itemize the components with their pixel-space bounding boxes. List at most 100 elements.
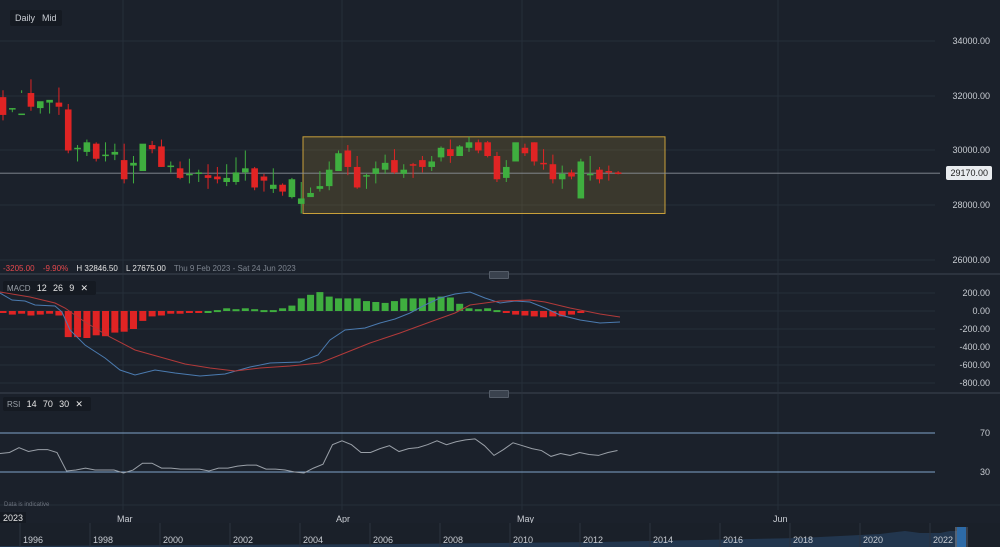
- macd-bar: [362, 301, 370, 311]
- macd-bar: [74, 311, 82, 338]
- macd-bar: [55, 311, 63, 316]
- price-tick: 26000.00: [952, 255, 990, 265]
- macd-bar: [493, 310, 501, 313]
- candle: [27, 93, 35, 107]
- macd-bar: [120, 311, 128, 332]
- macd-bar: [111, 311, 119, 333]
- macd-legend: MACD 12 26 9 ✕: [3, 281, 97, 295]
- macd-bar: [269, 310, 277, 313]
- macd-tick: -800.00: [959, 378, 990, 388]
- macd-bar: [512, 311, 520, 315]
- macd-bar: [102, 311, 110, 337]
- candle: [363, 175, 370, 177]
- navigator-year: 2004: [303, 535, 324, 545]
- macd-bar: [316, 292, 324, 311]
- time-label: May: [517, 514, 535, 524]
- macd-bar: [297, 298, 305, 311]
- candle: [148, 145, 156, 150]
- candle: [596, 169, 603, 180]
- current-price-tag: 29170.00: [946, 166, 992, 180]
- candle: [102, 154, 109, 157]
- candle: [540, 162, 547, 165]
- navigator[interactable]: [0, 523, 1000, 547]
- candle: [167, 165, 175, 168]
- macd-bar: [0, 311, 7, 313]
- interval-button[interactable]: Daily: [10, 10, 41, 26]
- rsi-chart[interactable]: [0, 420, 1000, 500]
- candle: [428, 161, 436, 167]
- high-value: H 32846.50: [76, 264, 118, 273]
- candle: [83, 142, 91, 152]
- candle: [456, 146, 463, 156]
- macd-bar: [64, 311, 72, 338]
- candle: [419, 160, 426, 167]
- macd-bar: [446, 297, 454, 311]
- candle: [577, 161, 585, 199]
- macd-bar: [83, 311, 91, 338]
- candle: [400, 169, 408, 174]
- resize-handle[interactable]: [489, 271, 509, 279]
- rsi-tick: 30: [979, 467, 990, 477]
- candle: [372, 168, 380, 174]
- macd-bar: [8, 311, 16, 315]
- price-tick: 34000.00: [952, 36, 990, 46]
- macd-bar: [474, 309, 482, 312]
- macd-bar: [129, 311, 137, 329]
- year-badge: 2023: [0, 512, 27, 524]
- candle: [586, 173, 594, 176]
- navigator-year: 1998: [93, 535, 114, 545]
- close-icon[interactable]: ✕: [75, 399, 83, 409]
- macd-bar: [92, 311, 100, 336]
- candle: [437, 147, 445, 158]
- macd-bar: [390, 301, 398, 311]
- candle: [120, 160, 128, 180]
- candle: [223, 177, 230, 183]
- navigator-year: 2012: [583, 535, 604, 545]
- navigator-window[interactable]: [957, 527, 966, 547]
- rsi-label: RSI: [7, 400, 21, 409]
- candle: [269, 184, 277, 189]
- macd-bar: [139, 311, 147, 321]
- price-type-button[interactable]: Mid: [37, 10, 62, 26]
- candle: [204, 175, 212, 178]
- macd-tick: 0.00: [972, 306, 990, 316]
- macd-bar: [167, 311, 175, 314]
- macd-bar: [176, 311, 184, 314]
- navigator-year: 2002: [233, 535, 254, 545]
- close-icon[interactable]: ✕: [80, 283, 89, 293]
- macd-chart[interactable]: [0, 275, 940, 390]
- macd-line: [0, 291, 621, 377]
- candle: [139, 143, 147, 172]
- macd-bar: [241, 308, 249, 311]
- navigator-year: 1996: [23, 535, 44, 545]
- resize-handle[interactable]: [489, 390, 509, 398]
- macd-slow: 26: [53, 283, 64, 293]
- candle: [111, 151, 119, 155]
- candle: [55, 102, 63, 107]
- macd-bar: [36, 311, 44, 315]
- time-label: Mar: [117, 514, 133, 524]
- candle: [493, 155, 501, 180]
- macd-bar: [27, 311, 35, 316]
- candle: [279, 184, 286, 192]
- candle: [409, 164, 417, 166]
- macd-bar: [157, 311, 165, 316]
- price-chart[interactable]: [0, 0, 940, 270]
- low-value: L 27675.00: [126, 264, 166, 273]
- macd-bar: [372, 302, 380, 311]
- candle: [260, 176, 268, 181]
- macd-tick: 200.00: [962, 288, 990, 298]
- candle: [36, 101, 44, 109]
- macd-bar: [549, 311, 557, 317]
- candle: [232, 172, 240, 183]
- summary-row: -3205.00 -9.90% H 32846.50 L 27675.00 Th…: [3, 264, 302, 273]
- macd-bar: [409, 298, 417, 311]
- candle: [335, 153, 342, 172]
- candle: [64, 109, 72, 151]
- candle: [502, 166, 510, 178]
- candle: [186, 173, 193, 176]
- macd-bar: [46, 311, 54, 314]
- rsi-legend: RSI 14 70 30 ✕: [3, 397, 91, 411]
- candle: [242, 168, 249, 173]
